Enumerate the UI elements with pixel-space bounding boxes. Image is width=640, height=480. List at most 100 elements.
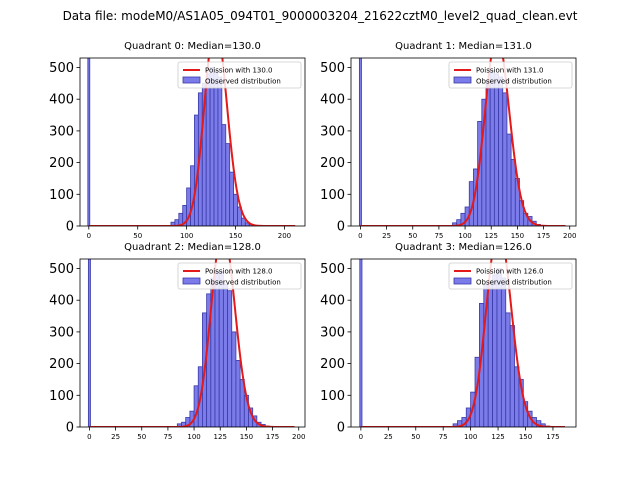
legend-observed-label: Observed distribution	[476, 279, 552, 287]
legend: Poission with 128.0 Observed distribution	[177, 262, 302, 290]
x-tick-label: 75	[163, 433, 172, 441]
x-tick-label: 75	[434, 232, 443, 240]
y-tick-label: 0	[337, 220, 345, 235]
x-tick-label: 50	[133, 232, 142, 240]
y-tick-label: 500	[320, 262, 345, 277]
legend-observed-label: Observed distribution	[205, 279, 281, 287]
legend-box	[448, 61, 573, 89]
axes-frame	[350, 57, 577, 227]
subplot-title: Quadrant 0: Median=130.0	[124, 41, 261, 52]
y-tick-label: 100	[49, 389, 74, 404]
y-tick-label: 300	[320, 124, 345, 139]
histogram-bar	[510, 159, 516, 226]
histogram-bar	[229, 171, 234, 226]
poisson-curve	[360, 58, 566, 226]
x-tick-label: 50	[408, 232, 417, 240]
y-tick-label: 200	[49, 156, 74, 171]
y-tick-label: 500	[320, 61, 345, 76]
x-tick-label: 150	[519, 433, 532, 441]
x-tick-label: 150	[240, 433, 253, 441]
y-tick-label: 200	[320, 156, 345, 171]
legend: Poission with 130.0 Observed distribution	[177, 61, 302, 89]
x-tick-label: 75	[439, 433, 448, 441]
axes-frame	[79, 57, 306, 227]
y-tick-label: 300	[49, 325, 74, 340]
x-tick-label: 50	[411, 433, 420, 441]
histogram-bar	[217, 76, 223, 226]
histogram-bars	[358, 58, 541, 226]
histogram-bar	[505, 312, 511, 427]
subplot-2: Quadrant 2: Median=128.0 0 25 50 75 100 125 150…	[49, 242, 306, 441]
histogram-bar	[231, 331, 237, 427]
x-tick-label: 175	[266, 433, 279, 441]
x-tick-label: 0	[87, 232, 91, 240]
y-tick-label: 300	[320, 325, 345, 340]
y-tick-label: 0	[66, 421, 74, 436]
y-tick-label: 100	[320, 389, 345, 404]
subplot-1: Quadrant 1: Median=131.0 0 25 50 75 100 125 150…	[320, 41, 577, 240]
legend-observed-swatch	[182, 277, 201, 285]
histogram-bar	[493, 73, 499, 226]
y-tick-label: 0	[66, 220, 74, 235]
axes-frame	[79, 258, 306, 428]
x-tick-label: 175	[537, 232, 550, 240]
y-tick-label: 200	[320, 357, 345, 372]
y-tick-label: 400	[320, 93, 345, 108]
histogram-bar	[233, 193, 238, 226]
x-tick-label: 150	[229, 232, 242, 240]
x-tick-label: 200	[563, 232, 576, 240]
legend-poisson-label: Poission with 128.0	[205, 268, 273, 276]
x-tick-label: 0	[358, 232, 362, 240]
histogram-bar	[227, 290, 233, 427]
legend-poisson-label: Poission with 130.0	[205, 67, 273, 75]
x-tick-label: 25	[382, 232, 391, 240]
histogram-bar	[358, 58, 362, 226]
x-tick-label: 125	[214, 433, 227, 441]
y-tick-label: 500	[49, 61, 74, 76]
poisson-curve	[89, 259, 295, 427]
x-tick-label: 25	[111, 433, 120, 441]
subplot-title: Quadrant 3: Median=126.0	[395, 242, 532, 253]
histogram-bar	[222, 283, 228, 427]
histogram-bar	[214, 271, 220, 427]
legend: Poission with 126.0 Observed distribution	[448, 262, 573, 290]
axes-frame	[350, 258, 577, 428]
histogram-bar	[235, 360, 241, 427]
subplot-3: Quadrant 3: Median=126.0 0 25 50 75 100 125 150…	[320, 242, 577, 441]
poisson-curve	[360, 259, 566, 427]
histogram-bar	[498, 76, 504, 226]
histogram-bar	[87, 58, 91, 226]
y-tick-label: 100	[320, 188, 345, 203]
legend-poisson-label: Poission with 126.0	[476, 268, 544, 276]
x-tick-label: 200	[292, 433, 305, 441]
x-tick-label: 25	[384, 433, 393, 441]
subplot-title: Quadrant 2: Median=128.0	[124, 242, 261, 253]
histogram-bar	[489, 70, 495, 226]
x-tick-label: 200	[278, 232, 291, 240]
y-tick-label: 400	[320, 294, 345, 309]
histogram-bar	[506, 133, 512, 226]
y-tick-label: 100	[49, 188, 74, 203]
legend-poisson-label: Poission with 131.0	[476, 67, 544, 75]
histogram-bar	[87, 259, 91, 427]
legend-observed-label: Observed distribution	[476, 78, 552, 86]
histogram-bar	[209, 67, 215, 226]
x-tick-label: 175	[546, 433, 559, 441]
histogram-bar	[221, 124, 227, 226]
histogram-bar	[514, 366, 520, 427]
histogram-bar	[502, 92, 508, 226]
y-tick-label: 400	[49, 294, 74, 309]
x-tick-label: 50	[137, 433, 146, 441]
subplot-grid: Quadrant 0: Median=130.0 0 50 100 150 200 0 100…	[49, 41, 577, 441]
y-tick-label: 300	[49, 124, 74, 139]
histogram-bar	[213, 70, 219, 226]
histogram-bar	[487, 280, 493, 427]
legend-box	[177, 262, 302, 290]
figure-title: Data file: modeM0/AS1A05_094T01_90000032…	[63, 9, 578, 23]
y-tick-label: 400	[49, 93, 74, 108]
subplot-title: Quadrant 1: Median=131.0	[395, 41, 532, 52]
y-tick-label: 0	[337, 421, 345, 436]
histogram-bar	[359, 259, 363, 427]
histogram-bar	[492, 274, 498, 427]
